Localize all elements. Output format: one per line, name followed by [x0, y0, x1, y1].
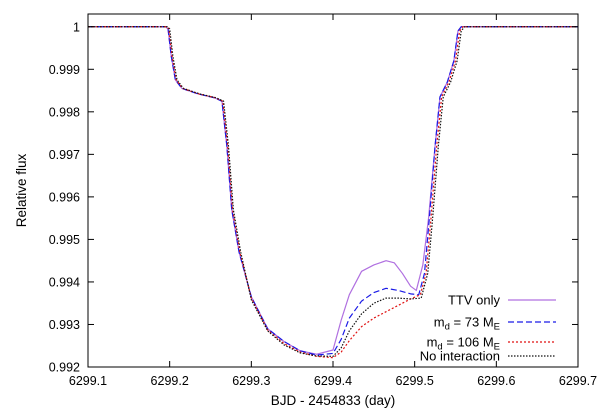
- y-tick-label: 0.994: [49, 275, 80, 289]
- series-line-3: [88, 26, 578, 359]
- y-tick-label: 0.997: [49, 148, 80, 162]
- legend-label: md = 106 ME: [427, 335, 500, 353]
- plot-frame: [87, 13, 579, 368]
- y-tick-label: 0.995: [49, 233, 80, 247]
- y-axis-label: Relative flux: [14, 153, 29, 227]
- legend-label: No interaction: [420, 349, 500, 364]
- legend-text-part: = 73 M: [450, 315, 494, 330]
- legend-text-part: m: [434, 315, 445, 330]
- y-tick-label: 0.993: [49, 318, 80, 332]
- legend-text-part: d: [437, 342, 442, 353]
- y-tick-label: 0.992: [49, 361, 80, 375]
- x-tick-label: 6299.7: [559, 374, 597, 388]
- legend-text-part: d: [445, 322, 450, 333]
- x-tick-label: 6299.2: [151, 374, 189, 388]
- x-tick-label: 6299.3: [232, 374, 270, 388]
- y-tick-label: 0.999: [49, 63, 80, 77]
- x-tick-label: 6299.6: [477, 374, 515, 388]
- x-tick-label: 6299.1: [69, 374, 107, 388]
- legend-label: md = 73 ME: [434, 315, 500, 333]
- y-tick-label: 0.998: [49, 105, 80, 119]
- legend-entry-1: TTV only: [448, 293, 556, 308]
- legend-label: TTV only: [448, 293, 501, 308]
- x-tick-label: 6299.4: [314, 374, 352, 388]
- legend-text-part: = 106 M: [443, 335, 494, 350]
- legend-entry-2: md = 73 ME: [434, 315, 556, 333]
- legend-entry-4: No interaction: [420, 349, 556, 364]
- x-axis-label: BJD - 2454833 (day): [271, 393, 396, 408]
- legend-text-part: E: [494, 322, 500, 333]
- series-line-1: [88, 26, 578, 355]
- y-tick-label: 1: [73, 20, 80, 34]
- legend-entry-3: md = 106 ME: [427, 335, 556, 353]
- legend-text-part: E: [494, 342, 500, 353]
- legend-text-part: m: [427, 335, 438, 350]
- x-tick-label: 6299.5: [396, 374, 434, 388]
- ticks-layer: 6299.1 6299.2 6299.3 6299.4 6299.5 6299.6 6299…: [49, 14, 597, 388]
- series-layer: [88, 26, 578, 359]
- y-tick-label: 0.996: [49, 190, 80, 204]
- series-line-2: [88, 26, 578, 356]
- series-line-4: [88, 26, 578, 357]
